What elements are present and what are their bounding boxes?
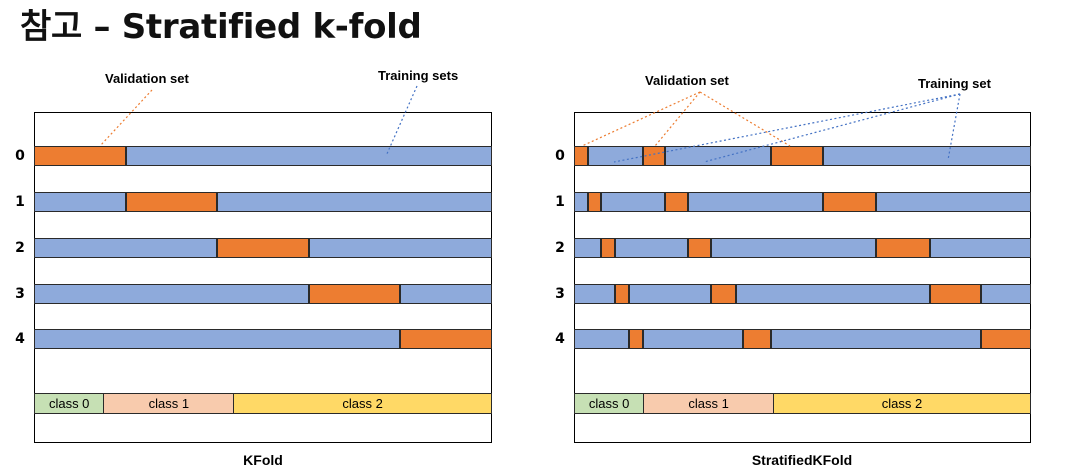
- kfold-fold-label-4: 4: [15, 331, 25, 347]
- stratified-fold-2-validation-segment: [876, 238, 930, 258]
- kfold-fold-3-training-segment: [400, 284, 492, 304]
- stratified-training-label: Training set: [918, 76, 991, 91]
- stratified-fold-1-training-segment: [574, 192, 588, 212]
- stratified-fold-2-training-segment: [930, 238, 1031, 258]
- kfold-fold-2-training-segment: [34, 238, 217, 258]
- stratified-fold-1-training-segment: [601, 192, 665, 212]
- stratified-fold-0-training-segment: [823, 146, 1031, 166]
- stratified-class-1-segment: class 1: [643, 394, 773, 413]
- stratified-fold-0-validation-segment: [643, 146, 665, 166]
- kfold-fold-0-training-segment: [126, 146, 492, 166]
- kfold-fold-1-validation-segment: [126, 192, 217, 212]
- stratified-fold-4-training-segment: [771, 329, 981, 349]
- stratified-fold-row-2: [574, 238, 1031, 258]
- kfold-fold-label-3: 3: [15, 286, 25, 302]
- stratified-fold-2-training-segment: [574, 238, 601, 258]
- stratified-fold-4-validation-segment: [629, 329, 643, 349]
- kfold-fold-2-training-segment: [309, 238, 492, 258]
- stratified-caption: StratifiedKFold: [751, 452, 853, 468]
- stratified-fold-4-validation-segment: [981, 329, 1031, 349]
- stratified-fold-row-0: [574, 146, 1031, 166]
- stratified-validation-label: Validation set: [645, 73, 729, 88]
- page-title: 참고 – Stratified k-fold: [20, 7, 422, 47]
- stratified-fold-label-3: 3: [555, 286, 565, 302]
- stratified-fold-3-training-segment: [629, 284, 711, 304]
- kfold-fold-2-validation-segment: [217, 238, 309, 258]
- stratified-fold-row-4: [574, 329, 1031, 349]
- kfold-class-2-segment: class 2: [233, 394, 491, 413]
- kfold-training-label: Training sets: [378, 68, 459, 83]
- kfold-fold-3-validation-segment: [309, 284, 400, 304]
- stratified-fold-2-validation-segment: [601, 238, 615, 258]
- kfold-fold-label-1: 1: [15, 194, 25, 210]
- kfold-fold-row-0: [34, 146, 492, 166]
- kfold-fold-label-2: 2: [15, 240, 25, 256]
- kfold-fold-4-training-segment: [34, 329, 400, 349]
- kfold-fold-1-training-segment: [217, 192, 492, 212]
- kfold-panel: [34, 112, 492, 443]
- stratified-fold-0-validation-segment: [574, 146, 588, 166]
- kfold-validation-label: Validation set: [105, 71, 189, 86]
- kfold-caption: KFold: [243, 452, 283, 468]
- stratified-panel: [574, 112, 1031, 443]
- stratified-fold-0-training-segment: [665, 146, 771, 166]
- stratified-fold-3-validation-segment: [930, 284, 981, 304]
- stratified-fold-label-4: 4: [555, 331, 565, 347]
- stratified-fold-1-validation-segment: [665, 192, 688, 212]
- stratified-class-0-segment: class 0: [575, 394, 644, 413]
- stratified-fold-1-training-segment: [876, 192, 1031, 212]
- stratified-fold-0-validation-segment: [771, 146, 823, 166]
- stratified-fold-2-validation-segment: [688, 238, 711, 258]
- kfold-fold-row-4: [34, 329, 492, 349]
- kfold-fold-label-0: 0: [15, 148, 25, 164]
- kfold-class-1-segment: class 1: [103, 394, 234, 413]
- kfold-fold-4-validation-segment: [400, 329, 492, 349]
- stratified-fold-4-validation-segment: [743, 329, 771, 349]
- kfold-fold-0-validation-segment: [34, 146, 126, 166]
- kfold-fold-row-1: [34, 192, 492, 212]
- stratified-fold-label-2: 2: [555, 240, 565, 256]
- stratified-fold-3-validation-segment: [615, 284, 629, 304]
- kfold-fold-row-2: [34, 238, 492, 258]
- kfold-class-bar: class 0 class 1 class 2: [34, 393, 492, 414]
- stratified-fold-3-validation-segment: [711, 284, 736, 304]
- stratified-fold-4-training-segment: [643, 329, 743, 349]
- stratified-fold-3-training-segment: [981, 284, 1031, 304]
- stratified-fold-0-training-segment: [588, 146, 643, 166]
- kfold-fold-1-training-segment: [34, 192, 126, 212]
- stratified-fold-1-training-segment: [688, 192, 823, 212]
- stratified-fold-1-validation-segment: [588, 192, 601, 212]
- stratified-fold-2-training-segment: [615, 238, 688, 258]
- stratified-fold-label-0: 0: [555, 148, 565, 164]
- stratified-fold-2-training-segment: [711, 238, 876, 258]
- stratified-fold-label-1: 1: [555, 194, 565, 210]
- stratified-fold-4-training-segment: [574, 329, 629, 349]
- stratified-class-2-segment: class 2: [772, 394, 1030, 413]
- stratified-fold-1-validation-segment: [823, 192, 876, 212]
- kfold-fold-row-3: [34, 284, 492, 304]
- stratified-fold-row-3: [574, 284, 1031, 304]
- stratified-fold-3-training-segment: [574, 284, 615, 304]
- kfold-class-0-segment: class 0: [35, 394, 104, 413]
- stratified-fold-3-training-segment: [736, 284, 930, 304]
- stratified-class-bar: class 0 class 1 class 2: [574, 393, 1031, 414]
- stratified-fold-row-1: [574, 192, 1031, 212]
- kfold-fold-3-training-segment: [34, 284, 309, 304]
